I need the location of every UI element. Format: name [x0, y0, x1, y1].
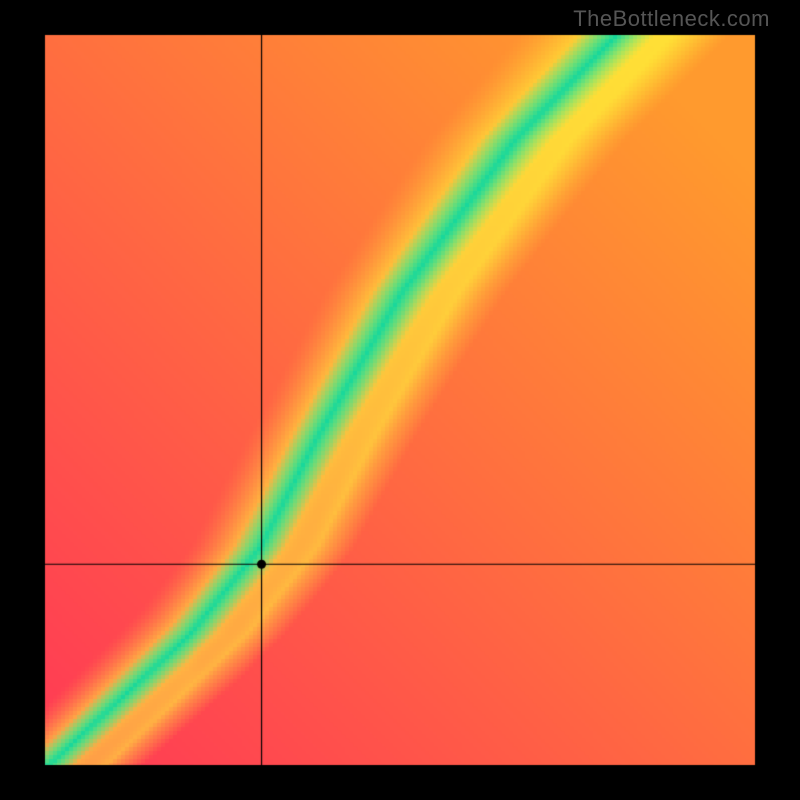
- heatmap-canvas: [0, 0, 800, 800]
- watermark-text: TheBottleneck.com: [573, 6, 770, 32]
- chart-frame: TheBottleneck.com: [0, 0, 800, 800]
